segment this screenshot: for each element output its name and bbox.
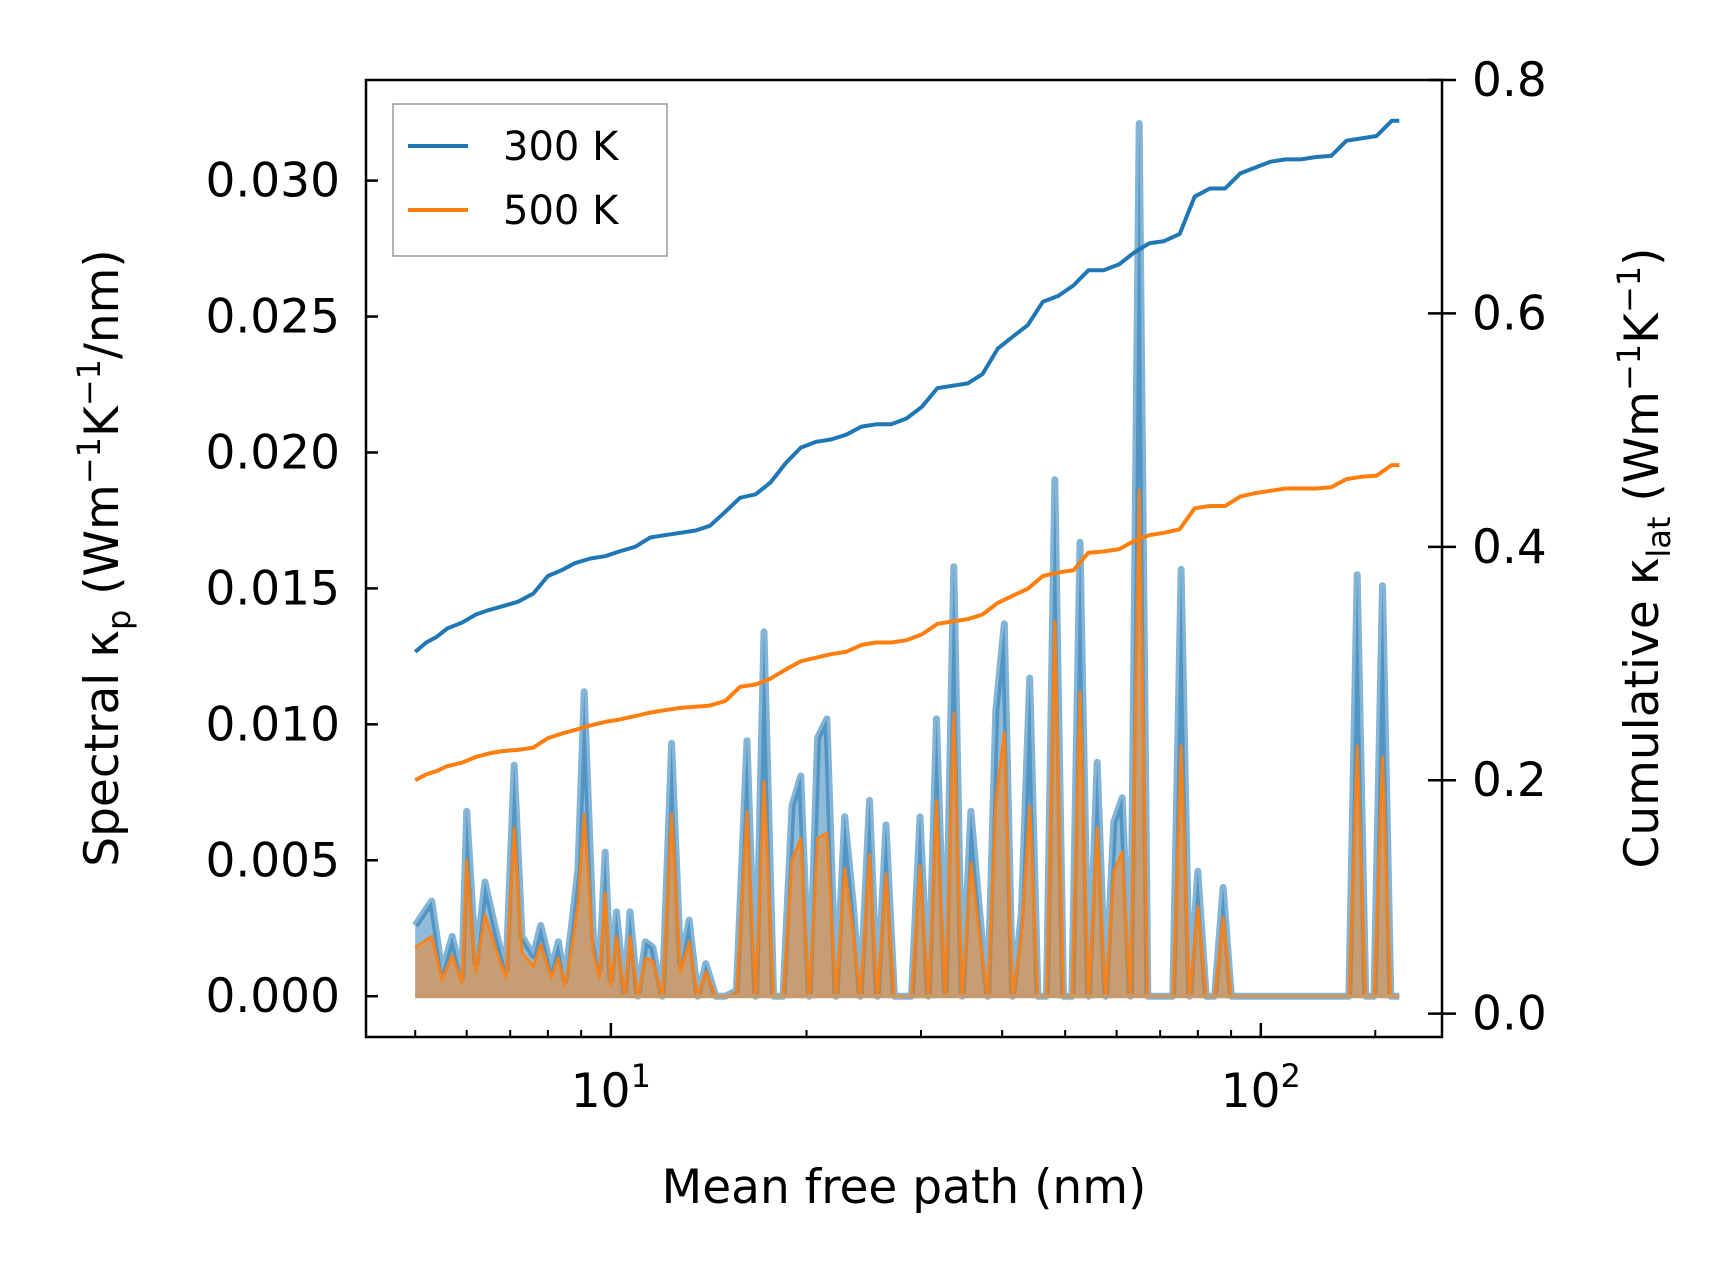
- plot-content: [412, 118, 1400, 1000]
- legend-label-300k: 300 K: [503, 124, 620, 170]
- axis-ticks: 0.000 0.005 0.010 0.015 0.020 0.025 0.030 0.0 0.…: [205, 53, 1546, 1119]
- y-axis-title-right: Cumulative κlat (Wm−1K−1): [1610, 247, 1678, 868]
- y-left-tick-label: 0.025: [205, 290, 340, 345]
- x-axis-title: Mean free path (nm): [662, 1160, 1147, 1215]
- y-right-title-prefix: Cumulative κ: [1615, 558, 1670, 869]
- y-left-title-unit-post: /nm): [75, 249, 130, 359]
- y-left-title-mid: K: [75, 405, 130, 437]
- y-left-tick-label: 0.010: [205, 697, 340, 752]
- spectral-area-500k: [415, 490, 1400, 997]
- y-right-tick-label: 0.6: [1472, 286, 1547, 341]
- y-left-title-sup1: −1: [70, 437, 108, 484]
- y-right-tick-label: 0.2: [1472, 753, 1547, 808]
- y-right-title-sup1: −1: [1610, 344, 1648, 391]
- y-right-title-unit-pre: (Wm: [1615, 391, 1670, 517]
- y-left-title-unit-pre: (Wm: [75, 484, 130, 610]
- x-tick-label: 101: [571, 1057, 651, 1119]
- cumulative-line-500k: [414, 463, 1400, 782]
- plot-frame: [364, 78, 1444, 1039]
- x-tick-label-exponent: 2: [1281, 1057, 1301, 1095]
- x-tick-label-base: 10: [571, 1064, 631, 1119]
- y-right-tick-label: 0.4: [1472, 520, 1547, 575]
- y-left-title-sub: p: [100, 610, 138, 630]
- y-right-title-mid: K: [1615, 312, 1670, 344]
- y-axis-title-left: Spectral κp (Wm−1K−1/nm): [70, 249, 138, 866]
- y-right-tick-label: 0.8: [1472, 53, 1547, 108]
- y-right-title-unit-post: ): [1615, 247, 1670, 265]
- x-tick-label-base: 10: [1221, 1064, 1281, 1119]
- legend: 300 K 500 K: [392, 103, 668, 257]
- x-tick-label-exponent: 1: [631, 1057, 651, 1095]
- legend-label-500k: 500 K: [503, 188, 620, 234]
- y-left-tick-label: 0.000: [205, 969, 340, 1024]
- y-right-title-sup2: −1: [1610, 266, 1648, 313]
- y-right-tick-label: 0.0: [1472, 987, 1547, 1042]
- legend-box: [392, 103, 668, 257]
- y-left-tick-label: 0.015: [205, 561, 340, 616]
- y-left-tick-label: 0.030: [205, 154, 340, 209]
- y-left-title-prefix: Spectral κ: [75, 630, 130, 867]
- x-tick-label: 102: [1221, 1057, 1301, 1119]
- y-left-tick-label: 0.005: [205, 833, 340, 888]
- y-right-title-sub: lat: [1640, 517, 1678, 558]
- cumulative-line-300k: [413, 118, 1400, 654]
- y-left-title-sup2: −1: [70, 359, 108, 406]
- y-left-tick-label: 0.020: [205, 425, 340, 480]
